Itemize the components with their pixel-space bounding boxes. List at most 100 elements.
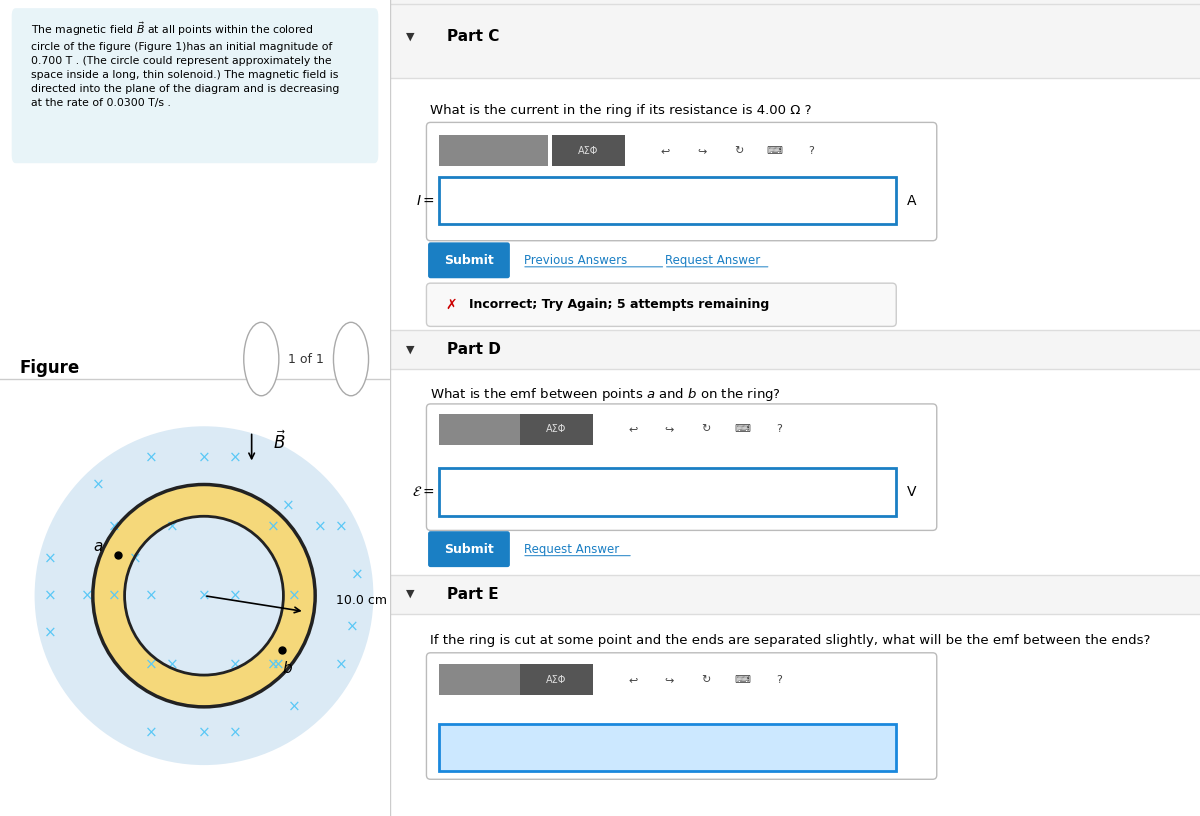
Text: Part E: Part E: [446, 587, 498, 601]
Circle shape: [244, 322, 278, 396]
FancyBboxPatch shape: [439, 468, 896, 516]
Text: ×: ×: [108, 519, 120, 534]
Text: ×: ×: [44, 551, 56, 566]
Text: ×: ×: [288, 588, 300, 603]
FancyBboxPatch shape: [428, 242, 510, 278]
Text: ✗: ✗: [445, 298, 456, 312]
Text: ×: ×: [145, 657, 157, 672]
Text: ⌨: ⌨: [767, 146, 782, 156]
Text: ↩: ↩: [661, 146, 670, 156]
Text: ×: ×: [352, 567, 364, 582]
Text: ×: ×: [229, 588, 242, 603]
Text: ↪: ↪: [665, 424, 674, 434]
FancyBboxPatch shape: [390, 330, 1200, 369]
Text: ×: ×: [335, 657, 348, 672]
Text: ↻: ↻: [701, 675, 710, 685]
Text: A: A: [907, 193, 917, 208]
Text: ×: ×: [266, 657, 280, 672]
FancyBboxPatch shape: [428, 531, 510, 567]
FancyBboxPatch shape: [521, 664, 593, 695]
Text: ×: ×: [229, 450, 242, 466]
FancyBboxPatch shape: [426, 653, 937, 779]
Text: ↩: ↩: [629, 675, 637, 685]
Text: ×: ×: [91, 477, 104, 492]
Text: ×: ×: [346, 620, 359, 635]
Text: ΑΣΦ: ΑΣΦ: [546, 424, 566, 434]
Text: ×: ×: [82, 588, 94, 603]
Text: $\vec{B}$: $\vec{B}$: [272, 431, 286, 454]
FancyBboxPatch shape: [439, 414, 520, 445]
FancyBboxPatch shape: [12, 8, 378, 163]
FancyBboxPatch shape: [439, 664, 520, 695]
Text: What is the current in the ring if its resistance is 4.00 Ω ?: What is the current in the ring if its r…: [431, 104, 812, 117]
Text: ?: ?: [776, 675, 781, 685]
Text: ×: ×: [198, 588, 210, 603]
Text: ?: ?: [809, 146, 814, 156]
Text: V: V: [907, 485, 917, 499]
FancyBboxPatch shape: [390, 0, 1200, 78]
Text: Request Answer: Request Answer: [523, 543, 619, 556]
Text: ?: ?: [776, 424, 781, 434]
Text: ×: ×: [198, 725, 210, 741]
Text: Submit: Submit: [444, 254, 494, 267]
FancyBboxPatch shape: [426, 122, 937, 241]
Circle shape: [35, 426, 373, 765]
FancyBboxPatch shape: [426, 283, 896, 326]
Text: $\mathcal{E} =$: $\mathcal{E} =$: [412, 485, 434, 499]
Text: 1 of 1: 1 of 1: [288, 353, 324, 366]
Text: ΑΣΦ: ΑΣΦ: [546, 675, 566, 685]
Text: ×: ×: [335, 519, 348, 534]
Text: The magnetic field $\vec{B}$ at all points within the colored
circle of the figu: The magnetic field $\vec{B}$ at all poin…: [31, 20, 340, 108]
FancyBboxPatch shape: [439, 724, 896, 771]
Text: ΑΣΦ: ΑΣΦ: [578, 146, 599, 156]
Text: ×: ×: [314, 519, 326, 534]
FancyBboxPatch shape: [521, 414, 593, 445]
Text: <: <: [256, 352, 268, 366]
Text: ↻: ↻: [733, 146, 743, 156]
Text: ×: ×: [271, 657, 284, 672]
Text: 10.0 cm: 10.0 cm: [336, 595, 388, 607]
Text: ×: ×: [282, 499, 295, 513]
Text: Previous Answers: Previous Answers: [523, 254, 626, 267]
FancyBboxPatch shape: [390, 575, 1200, 614]
Text: Part D: Part D: [446, 342, 500, 357]
FancyBboxPatch shape: [439, 135, 548, 166]
FancyBboxPatch shape: [426, 404, 937, 530]
Text: ↪: ↪: [665, 675, 674, 685]
Text: ×: ×: [266, 519, 280, 534]
FancyBboxPatch shape: [439, 177, 896, 224]
Text: $a$: $a$: [94, 539, 103, 554]
Text: ×: ×: [166, 519, 179, 534]
Text: ⌨: ⌨: [734, 424, 750, 434]
Text: Submit: Submit: [444, 543, 494, 556]
Text: >: >: [346, 352, 356, 366]
Text: ↩: ↩: [629, 424, 637, 434]
Text: ×: ×: [145, 450, 157, 466]
Text: ↻: ↻: [701, 424, 710, 434]
Text: ↪: ↪: [697, 146, 707, 156]
Text: ▼: ▼: [406, 32, 415, 42]
Text: ▼: ▼: [406, 589, 415, 599]
Text: Incorrect; Try Again; 5 attempts remaining: Incorrect; Try Again; 5 attempts remaini…: [469, 299, 769, 311]
Text: ×: ×: [44, 588, 56, 603]
Text: ×: ×: [166, 657, 179, 672]
Text: ⌨: ⌨: [734, 675, 750, 685]
FancyBboxPatch shape: [552, 135, 625, 166]
Circle shape: [334, 322, 368, 396]
Text: ×: ×: [198, 450, 210, 466]
Text: Figure: Figure: [19, 359, 79, 377]
Text: ▼: ▼: [406, 344, 415, 354]
Text: ×: ×: [108, 588, 120, 603]
Text: $b$: $b$: [282, 660, 293, 676]
Text: ×: ×: [44, 625, 56, 641]
Text: ×: ×: [288, 699, 300, 714]
Text: ×: ×: [145, 725, 157, 741]
Text: ×: ×: [128, 551, 142, 566]
Text: ×: ×: [229, 657, 242, 672]
Text: Request Answer: Request Answer: [666, 254, 761, 267]
Text: $I =$: $I =$: [415, 193, 434, 208]
Text: ×: ×: [145, 588, 157, 603]
Text: What is the emf between points $a$ and $b$ on the ring?: What is the emf between points $a$ and $…: [431, 387, 781, 403]
Text: Part C: Part C: [446, 29, 499, 44]
Text: ×: ×: [229, 725, 242, 741]
